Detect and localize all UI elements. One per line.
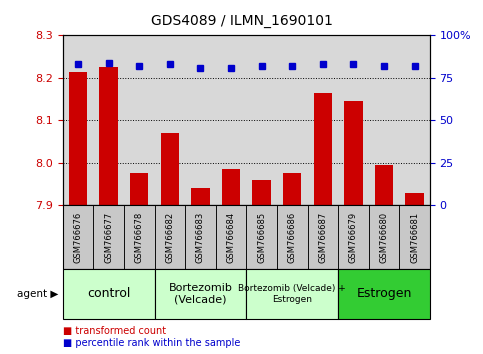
Text: GSM766678: GSM766678 xyxy=(135,212,144,263)
Bar xyxy=(161,133,179,205)
Text: GSM766682: GSM766682 xyxy=(165,212,174,263)
Text: Estrogen: Estrogen xyxy=(356,287,412,300)
Bar xyxy=(191,188,210,205)
Text: ■ transformed count: ■ transformed count xyxy=(63,326,166,336)
Text: Bortezomib
(Velcade): Bortezomib (Velcade) xyxy=(169,283,232,305)
Text: Bortezomib (Velcade) +
Estrogen: Bortezomib (Velcade) + Estrogen xyxy=(238,284,346,303)
Bar xyxy=(253,180,271,205)
Bar xyxy=(344,101,363,205)
Text: GSM766680: GSM766680 xyxy=(380,212,388,263)
Text: GDS4089 / ILMN_1690101: GDS4089 / ILMN_1690101 xyxy=(151,14,332,28)
Bar xyxy=(313,93,332,205)
Bar xyxy=(222,169,240,205)
Bar xyxy=(99,67,118,205)
Text: GSM766679: GSM766679 xyxy=(349,212,358,263)
Text: GSM766687: GSM766687 xyxy=(318,212,327,263)
Bar xyxy=(69,72,87,205)
Bar xyxy=(375,165,393,205)
Text: GSM766677: GSM766677 xyxy=(104,212,113,263)
Text: GSM766683: GSM766683 xyxy=(196,212,205,263)
Bar xyxy=(130,173,148,205)
Text: GSM766676: GSM766676 xyxy=(73,212,83,263)
Text: GSM766681: GSM766681 xyxy=(410,212,419,263)
Bar xyxy=(283,173,301,205)
Text: GSM766685: GSM766685 xyxy=(257,212,266,263)
Bar xyxy=(405,193,424,205)
Text: agent ▶: agent ▶ xyxy=(16,289,58,299)
Text: ■ percentile rank within the sample: ■ percentile rank within the sample xyxy=(63,338,240,348)
Text: control: control xyxy=(87,287,130,300)
Text: GSM766684: GSM766684 xyxy=(227,212,236,263)
Text: GSM766686: GSM766686 xyxy=(288,212,297,263)
